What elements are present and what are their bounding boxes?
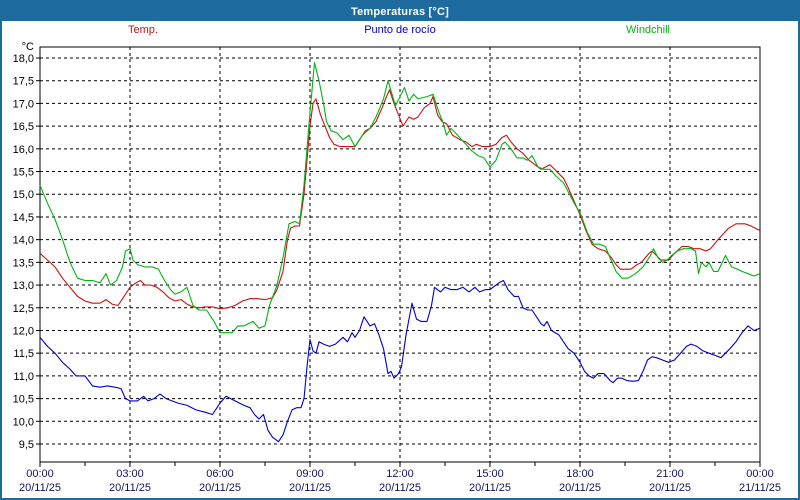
y-tick-label: 15,0 bbox=[13, 189, 34, 201]
x-tick-time-label: 15:00 bbox=[476, 468, 504, 480]
x-tick-date-label: 20/11/25 bbox=[559, 482, 601, 494]
series-line-2 bbox=[39, 61, 761, 334]
legend-item-temp: Temp. bbox=[128, 24, 158, 36]
y-tick-label: 10,5 bbox=[13, 394, 34, 406]
y-axis-unit-label: °C bbox=[22, 41, 34, 53]
y-tick-label: 11,5 bbox=[13, 348, 34, 360]
series-line-1 bbox=[39, 279, 761, 443]
window-title: Temperaturas [°C] bbox=[350, 5, 450, 18]
y-tick-label: 16,0 bbox=[13, 144, 34, 156]
x-tick-time-label: 03:00 bbox=[116, 468, 144, 480]
x-tick-time-label: 21:00 bbox=[656, 468, 684, 480]
x-tick-date-label: 20/11/25 bbox=[469, 482, 511, 494]
y-tick-label: 16,5 bbox=[13, 121, 34, 133]
y-tick-label: 12,5 bbox=[13, 303, 34, 315]
chart-plot: 18,0 17,5 17,0 16,5 16,0 15,5 15,0 14,5 14,0 13,5… bbox=[13, 41, 781, 494]
chart-region: Temp. Punto de rocío Windchill 18,0 17,5 1… bbox=[2, 21, 798, 498]
x-tick-date-label: 21/11/25 bbox=[739, 482, 781, 494]
y-tick-label: 14,0 bbox=[13, 235, 34, 247]
window-titlebar: Temperaturas [°C] bbox=[2, 2, 798, 21]
x-tick-time-label: 18:00 bbox=[566, 468, 594, 480]
y-tick-label: 12,0 bbox=[13, 325, 34, 337]
y-tick-label: 17,0 bbox=[13, 98, 34, 110]
y-tick-label: 13,5 bbox=[13, 257, 34, 269]
y-tick-label: 10,0 bbox=[13, 416, 34, 428]
x-tick-time-label: 09:00 bbox=[296, 468, 324, 480]
legend-item-dew-point: Punto de rocío bbox=[364, 24, 436, 36]
x-tick-date-label: 20/11/25 bbox=[289, 482, 331, 494]
x-tick-time-label: 00:00 bbox=[26, 468, 54, 480]
y-tick-label: 15,5 bbox=[13, 167, 34, 179]
x-tick-date-label: 20/11/25 bbox=[379, 482, 421, 494]
y-tick-label: 17,5 bbox=[13, 76, 34, 88]
x-tick-time-label: 00:00 bbox=[746, 468, 774, 480]
y-tick-label: 13,0 bbox=[13, 280, 34, 292]
series-line-0 bbox=[39, 89, 761, 310]
x-tick-time-label: 12:00 bbox=[386, 468, 414, 480]
x-tick-date-label: 20/11/25 bbox=[649, 482, 691, 494]
x-tick-date-label: 20/11/25 bbox=[109, 482, 151, 494]
y-tick-label: 9,5 bbox=[19, 439, 34, 451]
y-tick-label: 11,0 bbox=[13, 371, 34, 383]
y-tick-label: 18,0 bbox=[13, 53, 34, 65]
x-tick-date-label: 20/11/25 bbox=[19, 482, 61, 494]
x-tick-date-label: 20/11/25 bbox=[199, 482, 241, 494]
y-tick-label: 14,5 bbox=[13, 212, 34, 224]
x-tick-time-label: 06:00 bbox=[206, 468, 234, 480]
legend-item-windchill: Windchill bbox=[625, 24, 671, 36]
